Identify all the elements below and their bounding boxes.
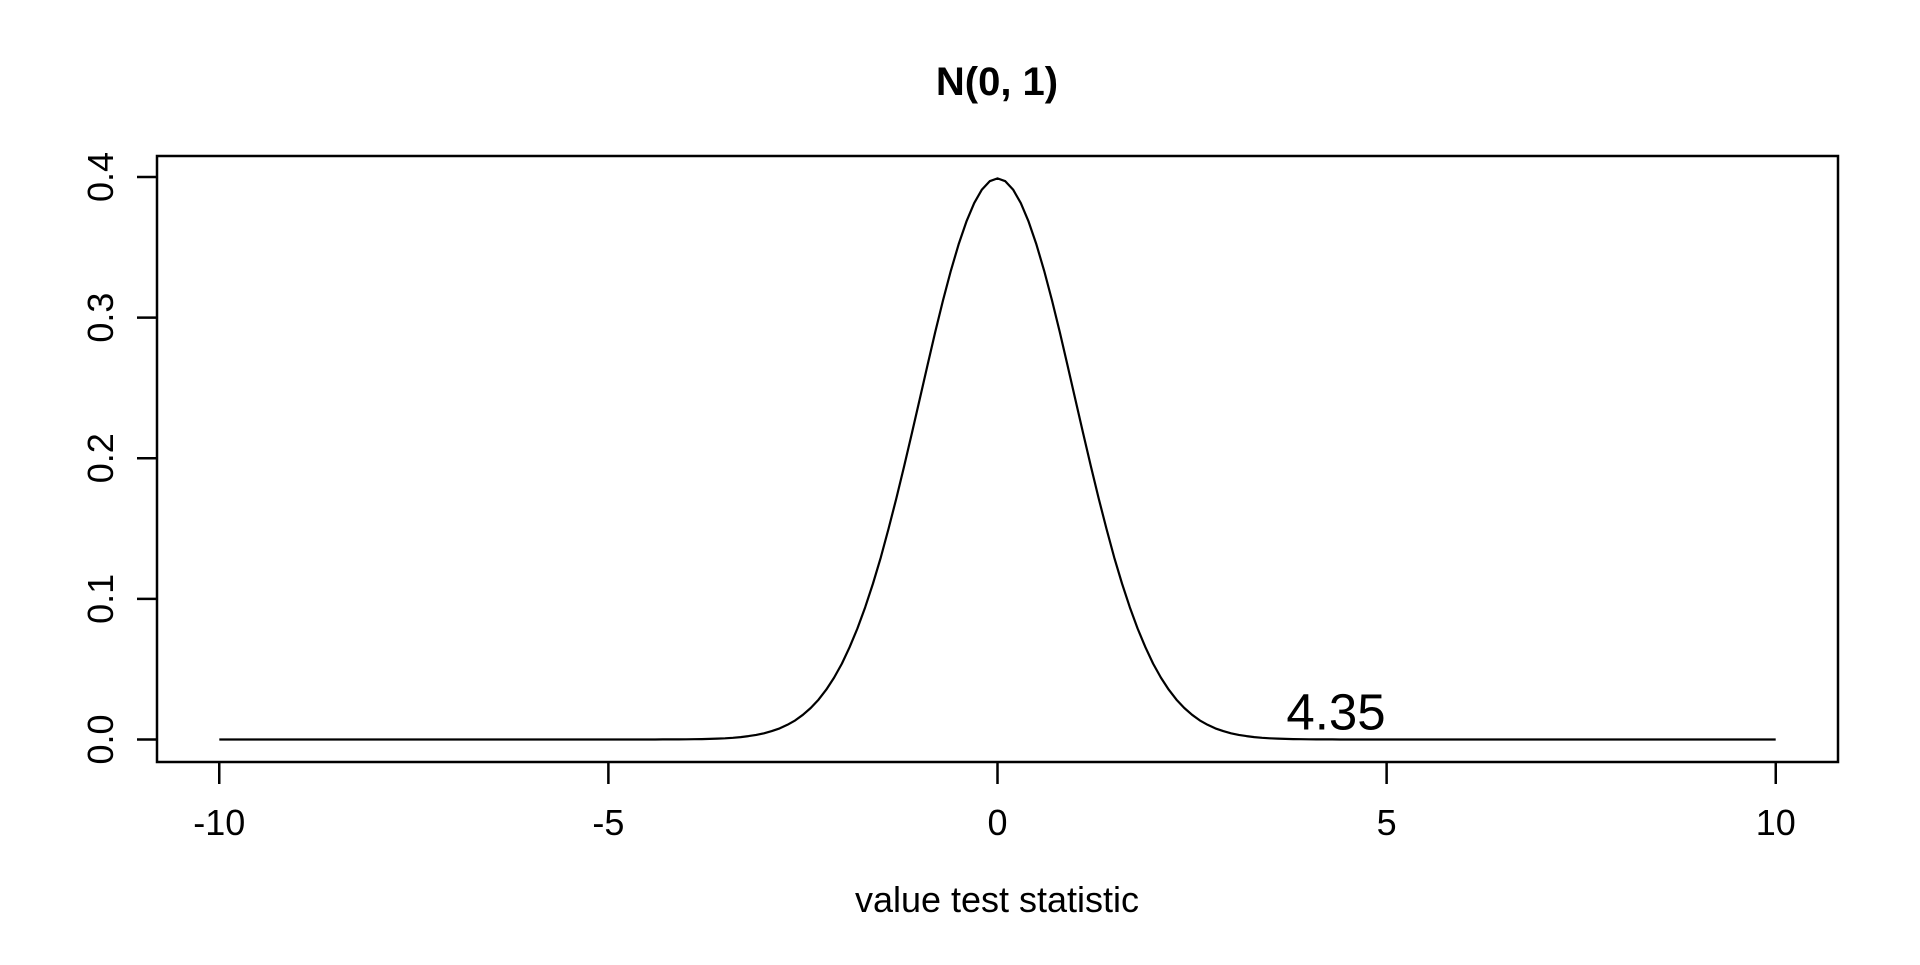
y-tick-label: 0.2 [80,433,121,483]
y-tick-label: 0.0 [80,714,121,764]
x-tick-label: 0 [987,802,1007,843]
density-curve [219,177,1776,741]
x-tick-label: -5 [592,802,624,843]
x-tick-label: -10 [193,802,245,843]
test-statistic-annotation: 4.35 [1286,683,1385,740]
y-axis: 0.0 0.1 0.2 0.3 0.4 [80,152,157,765]
x-tick-label: 10 [1756,802,1796,843]
x-axis-title: value test statistic [855,879,1139,920]
x-axis: -10 -5 0 5 10 [193,762,1796,843]
plot-frame [155,154,1840,764]
plot-title: N(0, 1) [936,60,1058,104]
x-tick-label: 5 [1377,802,1397,843]
y-tick-label: 0.4 [80,152,121,202]
y-tick-label: 0.1 [80,574,121,624]
y-tick-label: 0.3 [80,293,121,343]
